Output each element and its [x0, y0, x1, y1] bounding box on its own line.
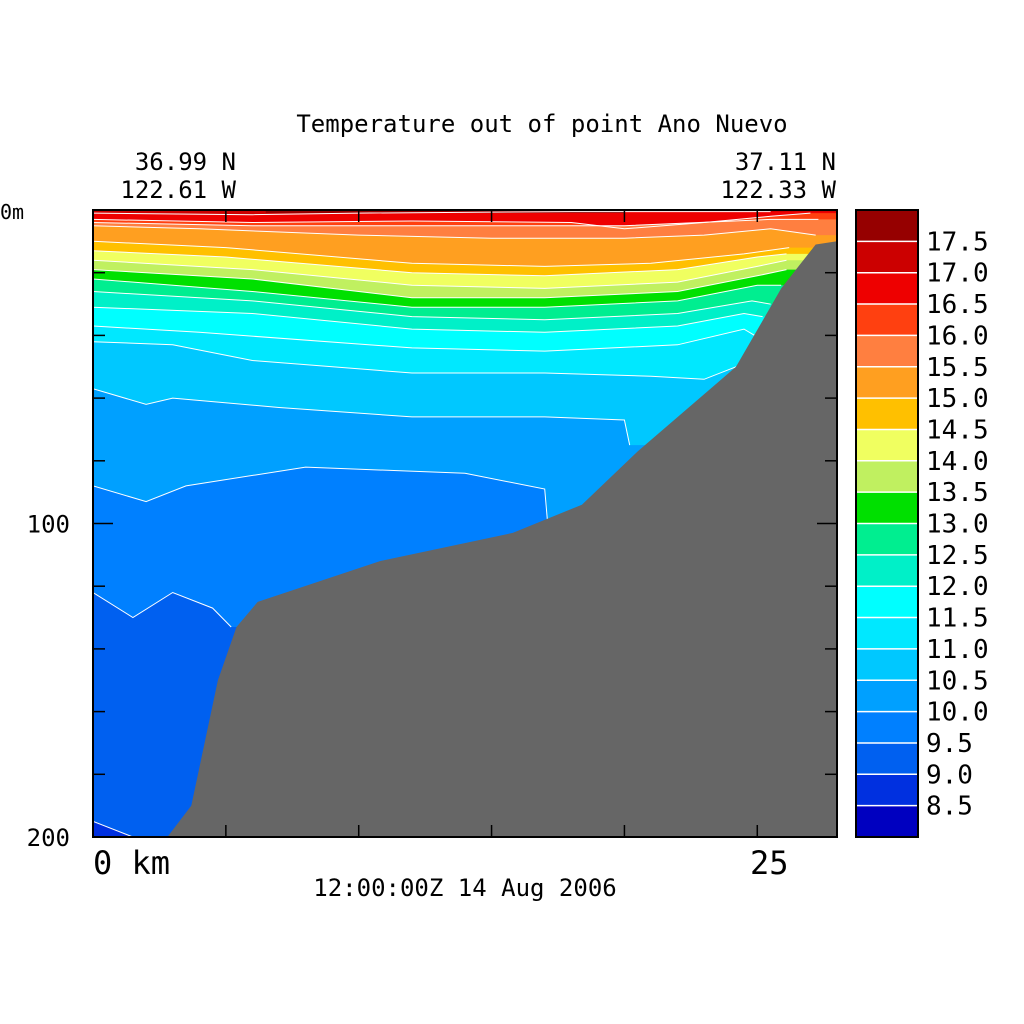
colorbar-label: 17.0 [926, 259, 989, 289]
y-tick-label: 200 [27, 824, 70, 852]
plot-area [93, 210, 837, 837]
axis-tick-labels: 0m 100 200 0 km 25 [0, 200, 789, 882]
isotherm-13 [93, 278, 782, 308]
colorbar-swatch [856, 492, 918, 524]
colorbar-swatch [856, 304, 918, 336]
colorbar-label: 14.5 [926, 415, 989, 445]
colorbar-label: 12.5 [926, 541, 989, 571]
colorbar-label: 9.0 [926, 760, 973, 790]
isotherm-14.5 [93, 250, 787, 277]
colorbar-frame [855, 209, 919, 838]
colorbar: 17.517.016.516.015.515.014.514.013.513.0… [856, 210, 989, 838]
colorbar-label: 15.5 [926, 353, 989, 383]
end-longitude: 122.33 W [720, 176, 836, 204]
colorbar-label: 10.5 [926, 666, 989, 696]
colorbar-label: 16.5 [926, 290, 989, 320]
colorbar-label: 12.0 [926, 572, 989, 602]
colorbar-label: 11.5 [926, 604, 989, 634]
colorbar-swatch [856, 272, 918, 305]
colorbar-swatch [856, 617, 918, 650]
isotherm-12 [93, 306, 763, 333]
colorbar-swatch [856, 335, 918, 368]
colorbar-label: 15.0 [926, 384, 989, 414]
colorbar-label: 10.0 [926, 698, 989, 728]
x-tick-label: 0 km [93, 844, 170, 882]
colorbar-swatch [856, 554, 918, 587]
colorbar-label: 11.0 [926, 635, 989, 665]
colorbar-label: 16.0 [926, 321, 989, 351]
chart-title: Temperature out of point Ano Nuevo [296, 110, 787, 138]
colorbar-swatch [856, 680, 918, 713]
colorbar-label: 17.5 [926, 227, 989, 257]
surface-warm-layer [265, 210, 625, 213]
colorbar-swatch [856, 711, 918, 744]
isotherm-15 [93, 240, 790, 267]
isotherm-10 [93, 466, 548, 521]
axis-ticks [92, 209, 837, 838]
isotherm-10.5 [93, 388, 631, 446]
colorbar-label: 8.5 [926, 792, 973, 822]
y-tick-label: 100 [27, 511, 70, 539]
colorbar-swatch [856, 398, 918, 430]
colorbar-swatch [856, 742, 918, 775]
colorbar-swatch [856, 774, 918, 807]
colorbar-label: 13.0 [926, 510, 989, 540]
colorbar-swatch [856, 210, 918, 242]
isotherm-12.5 [93, 291, 771, 321]
colorbar-label: 14.0 [926, 447, 989, 477]
isotherm-9 [93, 820, 134, 837]
colorbar-label: 9.5 [926, 729, 973, 759]
isotherm-9.5 [93, 591, 232, 628]
colorbar-swatch [856, 523, 918, 556]
y-tick-label: 0m [0, 200, 24, 224]
colorbar-swatch [856, 366, 918, 399]
isotherm-13.5 [93, 269, 787, 299]
end-latitude: 37.11 N [735, 148, 836, 176]
colorbar-swatch [856, 241, 918, 274]
colorbar-swatch [856, 648, 918, 681]
isotherm-11 [93, 341, 737, 380]
colorbar-swatch [856, 429, 918, 462]
start-latitude: 36.99 N [135, 148, 236, 176]
isotherm-lines [93, 210, 819, 837]
isotherm-16 [93, 218, 819, 227]
isotherm-11.5 [93, 325, 755, 352]
colorbar-swatch [856, 460, 918, 493]
colorbar-swatch [856, 805, 918, 838]
colorbar-swatch [856, 586, 918, 619]
seafloor-bathymetry [167, 241, 837, 837]
isotherm-15.5 [93, 225, 816, 239]
isotherm-14 [93, 259, 787, 289]
timestamp: 12:00:00Z 14 Aug 2006 [313, 874, 616, 902]
colorbar-label: 13.5 [926, 478, 989, 508]
x-tick-label: 25 [750, 844, 789, 882]
start-longitude: 122.61 W [120, 176, 236, 204]
